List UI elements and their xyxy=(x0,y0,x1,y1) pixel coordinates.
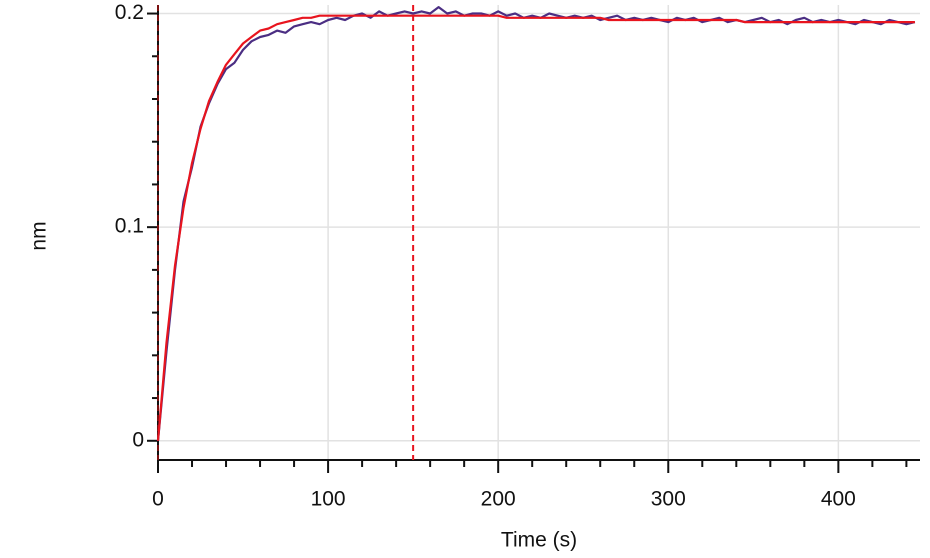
x-tick-label: 200 xyxy=(481,488,516,511)
series-line xyxy=(156,6,916,441)
y-tick-label: 0 xyxy=(132,428,144,451)
x-axis-label: Time (s) xyxy=(501,529,577,552)
y-tick-label: 0.1 xyxy=(115,215,144,238)
y-tick-label: 0.2 xyxy=(115,1,144,24)
series-line xyxy=(156,14,915,441)
x-tick-label: 400 xyxy=(821,488,856,511)
y-axis-label: nm xyxy=(28,221,51,250)
x-tick-label: 0 xyxy=(152,488,164,511)
x-tick-label: 300 xyxy=(651,488,686,511)
x-tick-label: 100 xyxy=(311,488,346,511)
